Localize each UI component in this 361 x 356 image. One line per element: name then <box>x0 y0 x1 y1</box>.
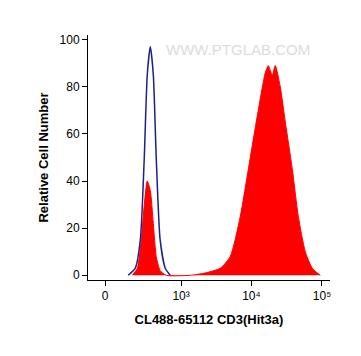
svg-text:80: 80 <box>66 80 80 94</box>
svg-text:Relative Cell Number: Relative Cell Number <box>36 92 51 222</box>
svg-text:40: 40 <box>66 174 80 188</box>
svg-text:0: 0 <box>73 268 80 282</box>
svg-text:CL488-65112 CD3(Hit3a): CL488-65112 CD3(Hit3a) <box>135 312 284 327</box>
svg-text:10⁴: 10⁴ <box>242 289 261 303</box>
svg-text:0: 0 <box>102 289 109 303</box>
svg-text:10⁵: 10⁵ <box>313 289 331 303</box>
svg-text:60: 60 <box>66 127 80 141</box>
svg-text:WWW.PTGLAB.COM: WWW.PTGLAB.COM <box>166 41 310 58</box>
svg-text:10³: 10³ <box>172 289 189 303</box>
svg-text:100: 100 <box>60 33 80 47</box>
svg-text:20: 20 <box>66 221 80 235</box>
